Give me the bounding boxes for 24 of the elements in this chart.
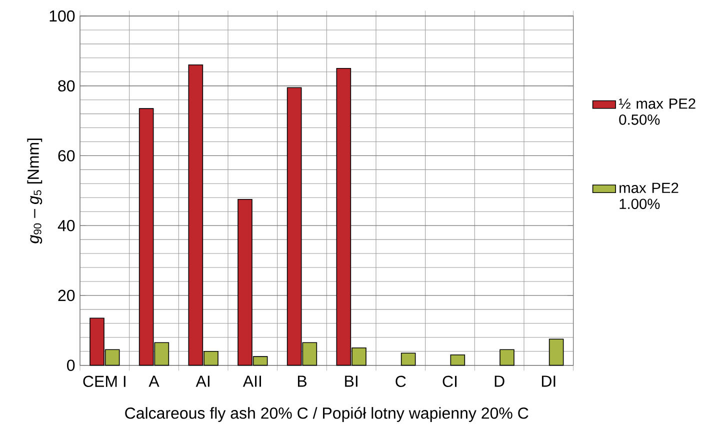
bar	[548, 338, 564, 366]
y-tick-label: 0	[67, 360, 75, 371]
x-tick-label: B	[298, 376, 306, 387]
bar	[400, 352, 416, 366]
x-tick-label: AII	[242, 376, 261, 387]
x-tick-label: BI	[345, 376, 358, 387]
y-tick-label: 20	[58, 290, 75, 302]
y-tick-label: 100	[50, 10, 75, 22]
y-axis-title: g$_{90}$ – g$_{5}$ [Nmm]	[27, 138, 42, 244]
bar	[500, 349, 514, 366]
y-tick-label: 80	[58, 80, 75, 92]
x-tick-label: CEM I	[83, 376, 126, 388]
x-tick-label: D	[494, 376, 504, 387]
x-tick-label: C	[396, 376, 406, 388]
x-tick-label: AI	[196, 376, 210, 387]
y-tick-label: 40	[58, 220, 75, 232]
legend-label: max PE2 1.00%	[620, 182, 678, 210]
y-tick-label: 60	[58, 150, 75, 162]
bar	[450, 354, 466, 366]
x-tick-label: CI	[442, 376, 457, 388]
x-tick-label: DI	[542, 376, 556, 387]
legend-label: ½ max PE2 0.50%	[619, 98, 696, 125]
x-tick-label: A	[148, 376, 160, 387]
x-axis-title: Calcareous fly ash 20% C / Popiół lotny wapienny 20% C	[125, 406, 528, 422]
